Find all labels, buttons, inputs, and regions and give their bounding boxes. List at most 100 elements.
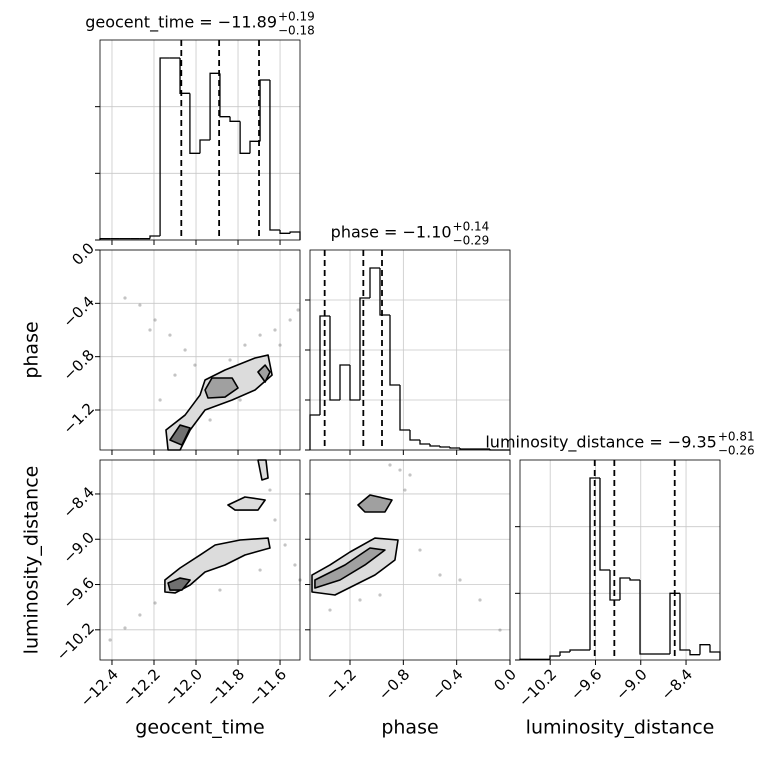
- y-tick-label: −0.8: [60, 346, 98, 384]
- x-tick-label: −0.8: [375, 665, 413, 703]
- sample-point: [478, 598, 482, 602]
- histogram-step: [709, 644, 721, 660]
- sample-point: [123, 296, 127, 300]
- histogram-step: [409, 430, 420, 441]
- y-axis-label: phase: [21, 321, 43, 378]
- histogram-step: [149, 235, 161, 239]
- histogram-step: [429, 444, 440, 447]
- histogram-step: [449, 447, 460, 449]
- sample-point: [243, 343, 247, 347]
- sample-point: [398, 468, 402, 472]
- sample-point: [378, 593, 382, 597]
- sample-point: [153, 318, 157, 322]
- histogram-step: [599, 478, 610, 571]
- sample-point: [273, 328, 277, 332]
- panel-frame: [519, 459, 721, 661]
- histogram-step: [629, 578, 640, 581]
- histogram-step: [249, 140, 261, 154]
- contour: [164, 537, 271, 594]
- sample-point: [458, 578, 462, 582]
- sample-point: [123, 626, 127, 630]
- title-upper-error: +0.19: [278, 10, 315, 24]
- panel-frame: [309, 249, 511, 451]
- panel-title: luminosity_distance = −9.35: [485, 433, 716, 453]
- histogram-step: [389, 315, 400, 386]
- contour: [357, 494, 393, 513]
- panel: −12.4−12.2−12.0−11.8−11.6 −10.2 −9.6 −9.0 −8…: [21, 459, 302, 739]
- x-tick-label: −10.2: [515, 665, 560, 710]
- contour: [169, 424, 191, 446]
- title-upper-error: +0.14: [453, 220, 490, 234]
- sample-point: [283, 543, 287, 547]
- contour: [314, 547, 386, 589]
- histogram-step: [369, 267, 380, 298]
- histogram-step: [439, 446, 450, 448]
- sample-point: [183, 348, 187, 352]
- panel-title: phase = −1.10: [331, 223, 452, 242]
- x-tick-label: −11.8: [203, 665, 248, 710]
- sample-point: [296, 308, 300, 312]
- histogram-step: [589, 477, 600, 650]
- x-tick-label: −11.6: [245, 665, 290, 710]
- histogram-step: [279, 230, 291, 234]
- y-tick-label: −10.2: [53, 619, 98, 664]
- histogram-step: [379, 268, 390, 316]
- sample-point: [153, 601, 157, 605]
- sample-point: [138, 613, 142, 617]
- x-axis-label: geocent_time: [135, 717, 264, 739]
- contour: [165, 354, 273, 451]
- histogram-step: [179, 58, 190, 94]
- y-tick-label: −9.6: [60, 574, 98, 612]
- histogram-step: [319, 315, 330, 415]
- sample-point: [193, 363, 197, 367]
- y-tick-label: −1.2: [60, 399, 98, 437]
- sample-point: [403, 488, 407, 492]
- sample-point: [158, 398, 162, 402]
- x-axis-label: phase: [381, 717, 438, 739]
- sample-point: [273, 518, 277, 522]
- histogram-step: [289, 231, 301, 240]
- histogram-step: [259, 79, 270, 142]
- sample-point: [148, 328, 152, 332]
- x-tick-label: −9.6: [567, 665, 605, 703]
- contour: [257, 364, 271, 383]
- title-lower-error: −0.29: [453, 234, 490, 248]
- sample-point: [138, 303, 142, 307]
- contour: [167, 577, 191, 591]
- title-upper-error: +0.81: [718, 430, 755, 444]
- sample-point: [258, 568, 262, 572]
- contour: [257, 459, 269, 481]
- x-tick-label: 0.0: [490, 665, 520, 695]
- sample-point: [288, 318, 292, 322]
- x-tick-label: −1.2: [322, 665, 360, 703]
- panel: phase = −1.10 +0.14−0.29: [305, 220, 511, 455]
- sample-point: [388, 463, 392, 467]
- x-tick-label: −9.0: [612, 665, 650, 703]
- panel: −10.2 −9.6 −9.0 −8.4 luminosity_distance = −…: [485, 430, 754, 739]
- x-tick-label: −12.4: [77, 665, 122, 710]
- histogram-step: [699, 644, 710, 655]
- title-lower-error: −0.26: [718, 444, 755, 458]
- sample-point: [498, 628, 502, 632]
- histogram-step: [569, 649, 580, 652]
- panel-frame: [99, 39, 301, 241]
- histogram-step: [239, 121, 250, 154]
- histogram-step: [419, 440, 430, 445]
- x-tick-label: −12.0: [161, 665, 206, 710]
- contour: [204, 377, 239, 399]
- sample-point: [268, 488, 272, 492]
- y-tick-label: −0.4: [60, 293, 98, 331]
- histogram-step: [359, 297, 370, 400]
- sample-point: [228, 358, 232, 362]
- histogram-step: [309, 414, 320, 450]
- histogram-step: [669, 592, 680, 654]
- y-tick-label: −8.4: [60, 483, 98, 521]
- sample-point: [258, 333, 262, 337]
- histogram-step: [609, 570, 620, 601]
- histogram-step: [189, 93, 200, 154]
- y-tick-label: −9.0: [60, 529, 98, 567]
- sample-point: [238, 398, 242, 402]
- sample-point: [108, 638, 112, 642]
- histogram-step: [349, 365, 360, 401]
